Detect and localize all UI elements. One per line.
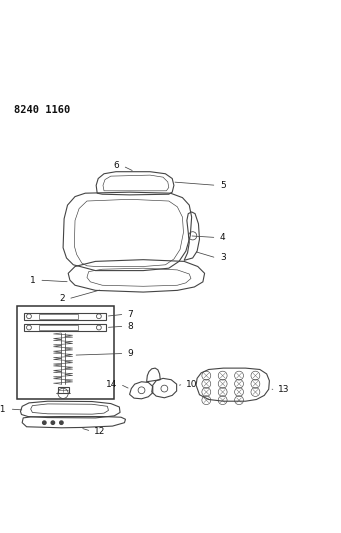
Text: 9: 9 xyxy=(127,349,133,358)
Bar xyxy=(39,325,78,330)
Text: 11: 11 xyxy=(0,405,7,414)
Text: 12: 12 xyxy=(94,427,105,435)
Text: 4: 4 xyxy=(220,233,225,242)
Text: 7: 7 xyxy=(127,310,133,319)
Text: 13: 13 xyxy=(278,385,290,394)
Text: 14: 14 xyxy=(106,379,117,389)
Text: 8: 8 xyxy=(127,322,133,330)
Bar xyxy=(58,386,69,393)
Text: 3: 3 xyxy=(220,254,226,262)
Circle shape xyxy=(60,421,63,424)
Circle shape xyxy=(43,421,46,424)
Bar xyxy=(17,306,114,400)
Bar xyxy=(24,312,106,320)
Text: 1: 1 xyxy=(30,276,36,285)
Text: 5: 5 xyxy=(220,181,226,190)
Circle shape xyxy=(51,421,55,424)
Bar xyxy=(24,324,106,332)
Text: 10: 10 xyxy=(186,379,198,389)
Bar xyxy=(39,314,78,319)
Text: 8240 1160: 8240 1160 xyxy=(14,104,70,115)
Text: 6: 6 xyxy=(114,161,119,171)
Text: 2: 2 xyxy=(59,294,65,303)
